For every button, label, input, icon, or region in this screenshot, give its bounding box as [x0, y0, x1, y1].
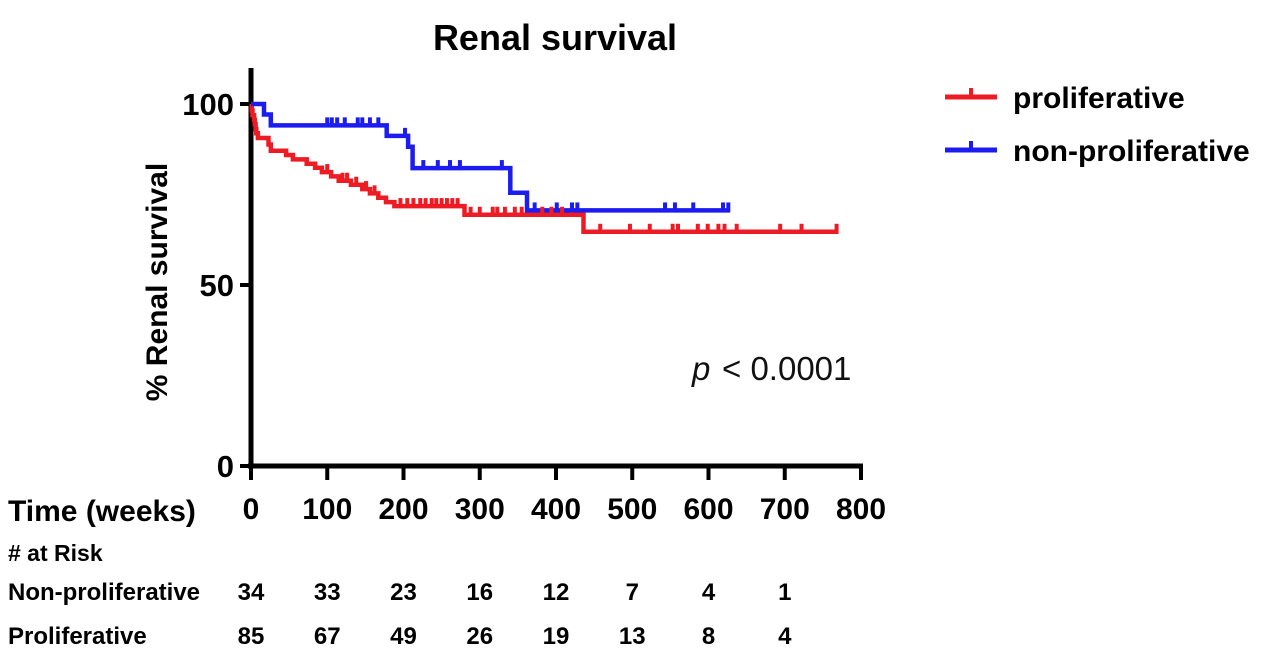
risk-table-header: # at Risk — [8, 540, 103, 566]
risk-table-rows: Non-proliferative 34 33 23 16 12 7 4 1 Proliferat… — [8, 579, 792, 650]
p-value-italic: p — [691, 350, 710, 387]
risk-count: 19 — [543, 623, 570, 650]
y-tick-label: 100 — [182, 87, 234, 122]
legend-label: proliferative — [1013, 82, 1185, 115]
risk-count: 13 — [619, 623, 646, 650]
legend-label: non-proliferative — [1013, 135, 1250, 168]
y-axis-label: % Renal survival — [141, 163, 174, 401]
x-tick-label: 300 — [455, 493, 505, 526]
y-tick-label: 0 — [217, 449, 234, 484]
risk-count: 49 — [390, 623, 417, 650]
x-tick-label: 500 — [607, 493, 657, 526]
x-tick-label: 800 — [836, 493, 886, 526]
p-value-text: < 0.0001 — [722, 350, 851, 387]
x-tick-label: 400 — [531, 493, 581, 526]
risk-count: 85 — [238, 623, 265, 650]
y-tick-label: 50 — [200, 268, 234, 303]
risk-count: 16 — [466, 579, 493, 606]
risk-count: 67 — [314, 623, 341, 650]
risk-count: 7 — [626, 579, 639, 606]
risk-count: 12 — [543, 579, 570, 606]
curve-proliferative — [249, 101, 839, 235]
risk-count: 23 — [390, 579, 417, 606]
x-tick-label: 600 — [683, 493, 733, 526]
chart-title: Renal survival — [433, 17, 677, 58]
x-axis-title: Time (weeks) — [8, 495, 196, 528]
risk-count: 1 — [778, 579, 791, 606]
x-tick-label: 0 — [243, 493, 260, 526]
legend: proliferative non-proliferative — [945, 82, 1250, 168]
risk-count: 4 — [702, 579, 716, 606]
survival-curves — [249, 101, 839, 235]
risk-count: 8 — [702, 623, 715, 650]
risk-count: 26 — [466, 623, 493, 650]
x-tick-label: 200 — [378, 493, 428, 526]
axes: 0 50 100 0 100 200 300 400 500 600 700 800 — [182, 68, 886, 526]
censor-marks — [325, 117, 839, 234]
x-tick-label: 700 — [760, 493, 810, 526]
risk-row-label: Proliferative — [8, 623, 147, 650]
risk-row-label: Non-proliferative — [8, 579, 200, 606]
risk-count: 34 — [238, 579, 265, 606]
curve-non-proliferative — [251, 101, 730, 213]
risk-count: 4 — [778, 623, 792, 650]
x-tick-label: 100 — [302, 493, 352, 526]
risk-count: 33 — [314, 579, 341, 606]
